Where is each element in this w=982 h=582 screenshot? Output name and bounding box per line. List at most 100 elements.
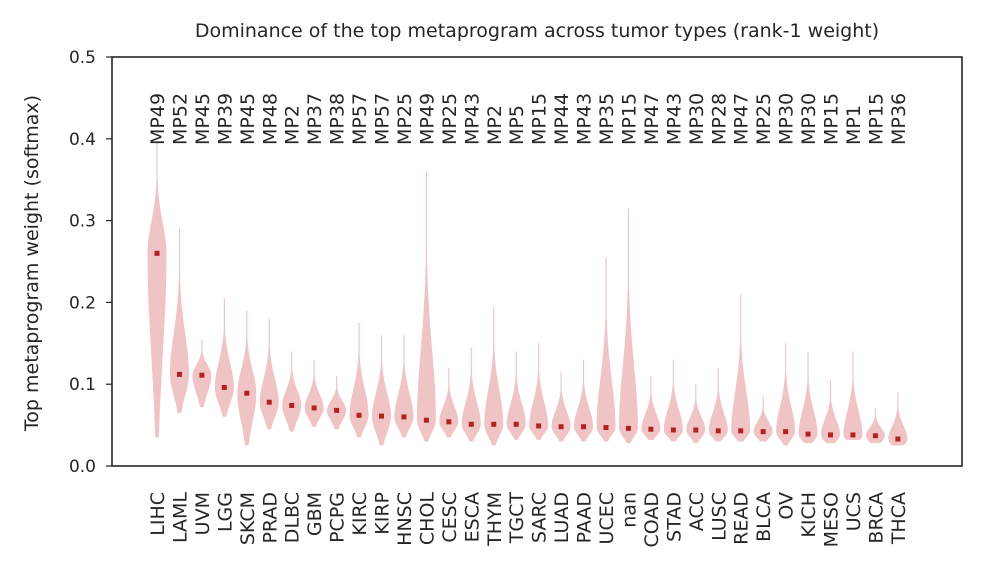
violin-laml (169, 228, 189, 413)
x-tick-label: PCPG (327, 492, 349, 543)
metaprogram-label: MP28 (708, 93, 730, 145)
x-tick-label: DLBC (282, 492, 304, 543)
y-axis-label: Top metaprogram weight (softmax) (21, 95, 43, 432)
violin-dlbc (282, 351, 302, 432)
median-marker (783, 429, 789, 435)
x-tick-label: BLCA (753, 492, 775, 542)
metaprogram-label: MP57 (349, 93, 371, 145)
median-marker (738, 428, 744, 434)
median-marker (693, 427, 699, 433)
x-tick-label: CESC (439, 492, 461, 543)
median-marker (244, 390, 250, 396)
y-tick-label: 0.4 (69, 130, 96, 150)
median-marker (199, 372, 205, 378)
x-tick-label: COAD (641, 492, 663, 548)
violin-ucs (843, 351, 863, 440)
x-tick-label: ACC (686, 492, 708, 531)
median-marker (334, 407, 340, 413)
x-tick-label: OV (776, 492, 798, 520)
x-tick-label: TGCT (506, 492, 528, 545)
median-marker (446, 419, 452, 425)
violin-chol (416, 171, 436, 442)
violin-coad (641, 376, 661, 440)
metaprogram-label: MP36 (888, 93, 910, 145)
median-marker (379, 413, 384, 419)
metaprogram-label: MP43 (461, 93, 483, 145)
median-marker (805, 431, 811, 437)
metaprogram-label: MP30 (776, 93, 798, 145)
metaprogram-label: MP2 (484, 105, 506, 145)
metaprogram-label: MP57 (372, 93, 394, 145)
x-tick-label: HNSC (394, 492, 416, 546)
y-tick-label: 0.0 (69, 457, 96, 477)
violin-ov (776, 343, 796, 446)
violin-gbm (304, 359, 324, 427)
y-tick-label: 0.5 (69, 48, 96, 68)
median-marker (423, 417, 429, 423)
x-tick-label: GBM (304, 492, 326, 536)
x-tick-label: LUSC (708, 492, 730, 541)
metaprogram-label: MP2 (282, 105, 304, 145)
median-marker (828, 432, 833, 438)
metaprogram-label: MP49 (147, 93, 169, 145)
metaprogram-label: MP5 (506, 105, 528, 145)
x-tick-label: PAAD (574, 492, 596, 543)
violin-tgct (506, 351, 526, 440)
violin-esca (461, 347, 481, 442)
median-marker (581, 424, 587, 430)
metaprogram-label: MP15 (865, 93, 887, 145)
median-marker (468, 421, 474, 427)
violin-lihc (147, 142, 167, 438)
median-marker (558, 424, 564, 430)
metaprogram-label: MP15 (529, 93, 551, 145)
metaprogram-label: MP45 (237, 93, 259, 145)
x-tick-label-layer: LIHC LAML UVM LGG SKCM PRAD DLBC GBM PCPG KIRC KIR… (147, 492, 910, 548)
violin-blca (753, 396, 773, 442)
median-marker (311, 405, 317, 411)
violin-lgg (214, 298, 234, 417)
metaprogram-label: MP47 (731, 93, 753, 145)
metaprogram-label: MP25 (439, 93, 461, 145)
metaprogram-label: MP30 (798, 93, 820, 145)
median-marker (154, 250, 160, 256)
violin-read (731, 294, 751, 442)
x-tick-label: LIHC (147, 492, 169, 536)
metaprogram-label: MP37 (304, 93, 326, 145)
violin-layer (147, 142, 908, 446)
median-marker (895, 436, 901, 442)
median-marker (625, 425, 631, 431)
metaprogram-label: MP15 (618, 93, 640, 145)
median-marker (760, 429, 766, 435)
violin-nan (618, 208, 638, 444)
x-tick-label: PRAD (259, 492, 281, 544)
x-tick-label: SARC (529, 492, 551, 543)
y-tick-layer: 0.0 0.1 0.2 0.3 0.4 0.5 (69, 48, 112, 477)
metaprogram-label: MP43 (663, 93, 685, 145)
x-tick-label: KICH (798, 492, 820, 538)
x-tick-label: UVM (192, 492, 214, 535)
metaprogram-label: MP44 (551, 93, 573, 145)
x-tick-label: UCS (843, 492, 865, 531)
y-tick-label: 0.2 (69, 293, 96, 313)
median-marker (491, 421, 497, 427)
x-tick-label: KIRC (349, 492, 371, 536)
metaprogram-label: MP15 (821, 93, 843, 145)
median-layer (154, 250, 901, 442)
x-tick-label: READ (731, 492, 753, 545)
metaprogram-label-layer: MP49 MP52 MP45 MP39 MP45 MP48 MP2 MP37 MP38 MP57 M… (147, 93, 910, 145)
violin-prad (259, 318, 279, 430)
violin-kirp (372, 335, 391, 446)
median-marker (356, 412, 362, 418)
x-tick-label: THCA (888, 492, 910, 545)
metaprogram-label: MP52 (169, 93, 191, 145)
chart-title: Dominance of the top metaprogram across … (195, 20, 879, 42)
median-marker (536, 423, 542, 429)
x-tick-label: SKCM (237, 492, 259, 545)
x-tick-label: LGG (214, 492, 236, 532)
metaprogram-label: MP35 (596, 93, 618, 145)
x-tick-label: nan (618, 492, 640, 528)
violin-sarc (529, 343, 549, 440)
median-marker (221, 384, 227, 390)
metaprogram-label: MP47 (641, 93, 663, 145)
